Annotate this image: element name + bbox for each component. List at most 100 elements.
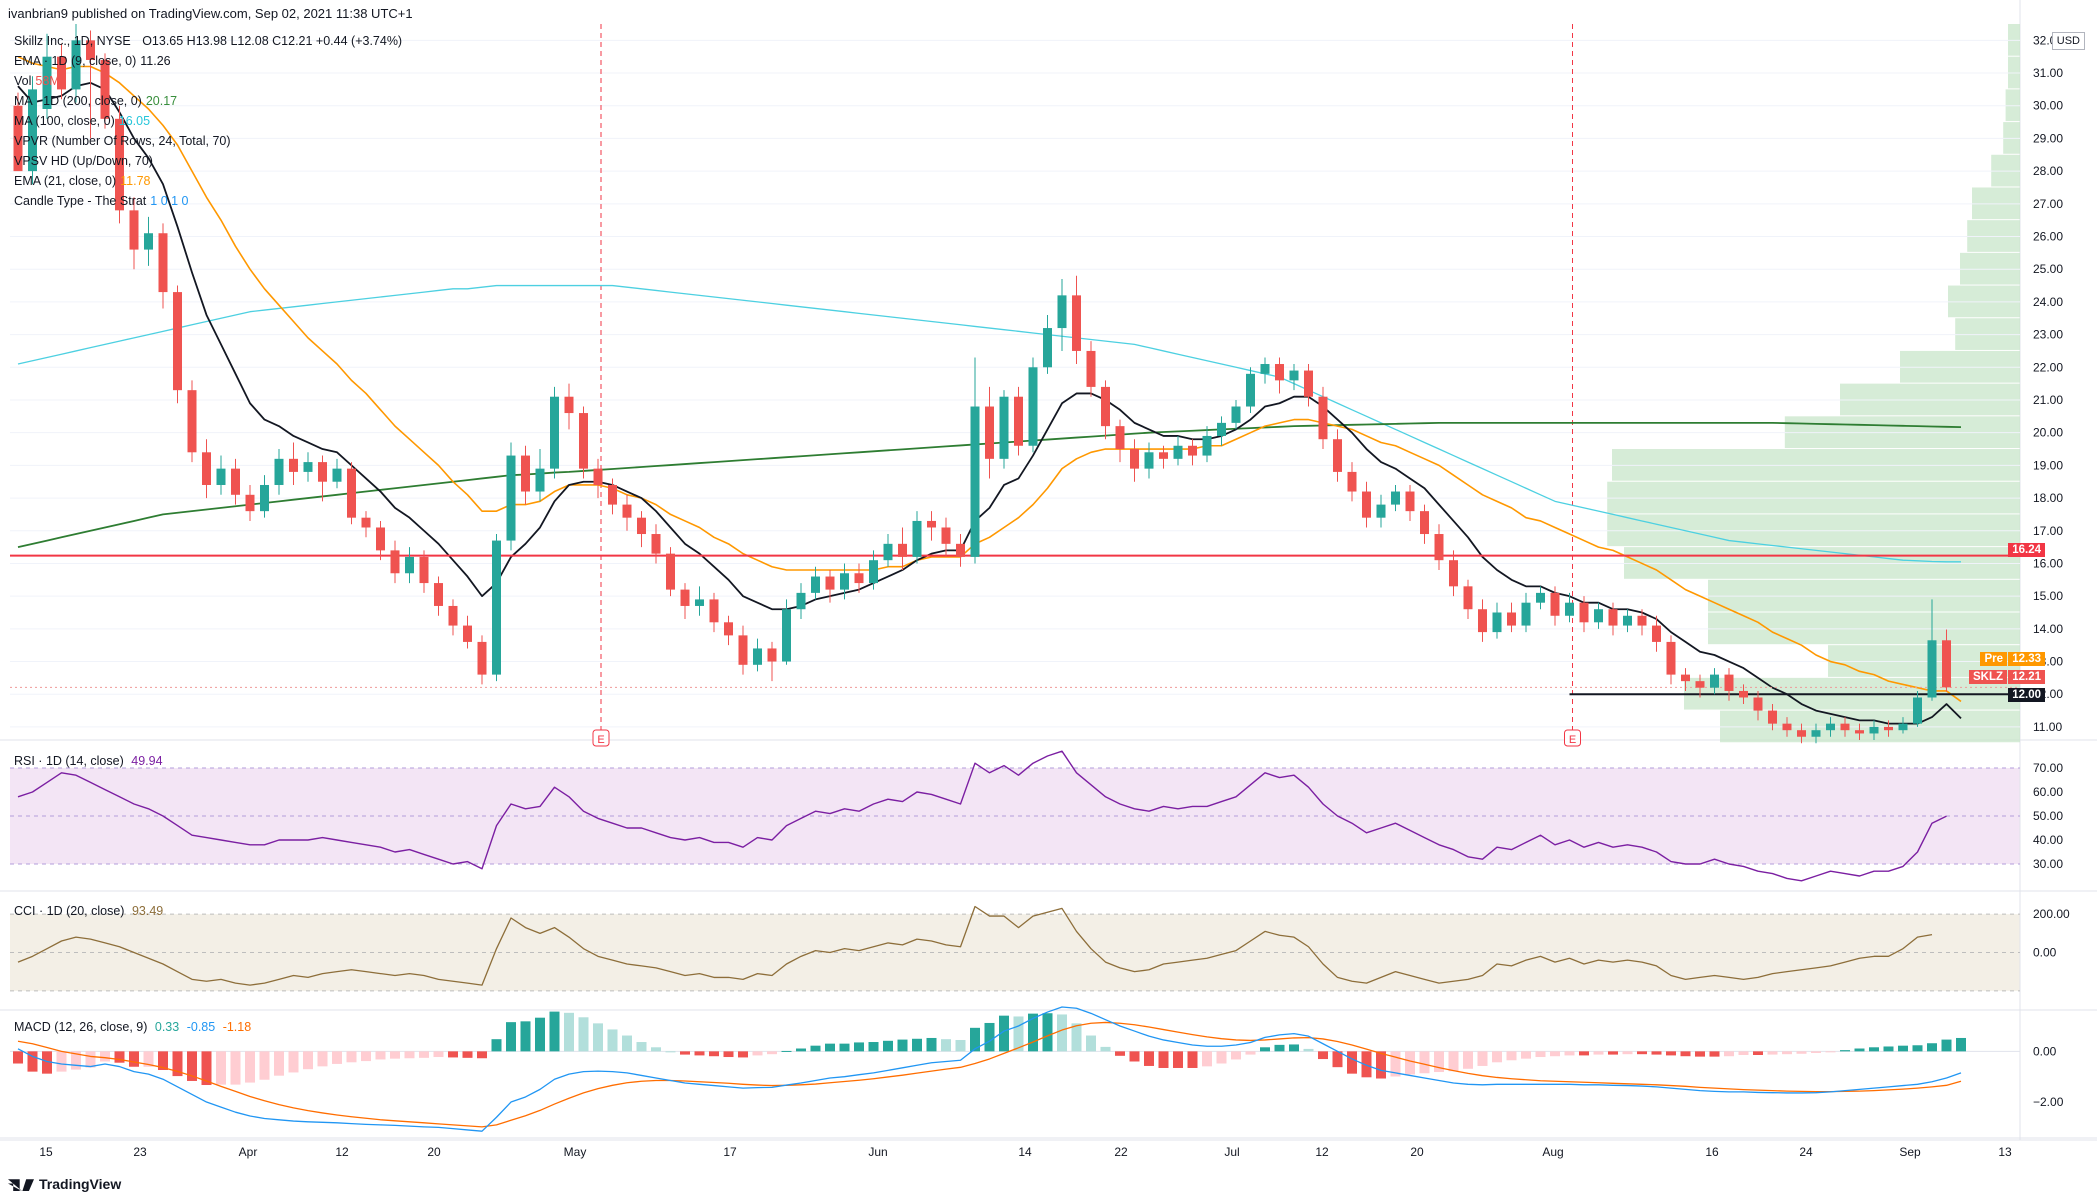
price-axis-label: 25.00 <box>2033 262 2063 276</box>
rsi-label: RSI · 1D (14, close) <box>14 754 124 768</box>
price-axis-label: 28.00 <box>2033 164 2063 178</box>
macd-histogram-bar <box>274 1051 284 1076</box>
candle-body <box>1231 406 1241 423</box>
macd-histogram-bar <box>1912 1045 1923 1052</box>
legend-item[interactable]: MA · 1D (200, close, 0) 20.17 <box>14 94 177 108</box>
price-axis-label: 16.00 <box>2033 556 2063 570</box>
macd-histogram-bar <box>216 1051 226 1085</box>
support-price-tag: 12.00 <box>2008 688 2045 702</box>
cci-axis-label: 200.00 <box>2033 907 2070 921</box>
macd-histogram-bar <box>1579 1051 1589 1056</box>
macd-line <box>17 1006 1962 1132</box>
candle-body <box>883 543 893 561</box>
candlesticks[interactable] <box>13 24 1952 744</box>
macd-legend[interactable]: MACD (12, 26, close, 9) 0.33 -0.85 -1.18 <box>14 1020 251 1034</box>
time-axis-label: 14 <box>1018 1145 1032 1159</box>
legend-item-value: 11.78 <box>120 174 151 188</box>
candle-body <box>13 105 23 172</box>
macd-histogram-bar <box>1376 1051 1386 1079</box>
candle-body <box>231 468 240 495</box>
rsi-legend[interactable]: RSI · 1D (14, close) 49.94 <box>14 754 163 768</box>
macd-histogram-bar <box>404 1051 415 1059</box>
candle-body <box>666 553 675 590</box>
time-axis-label: 23 <box>133 1145 147 1159</box>
vpvr-row <box>1607 481 2020 514</box>
price-axis-label: 21.00 <box>2033 393 2063 407</box>
candle-body <box>1652 625 1661 642</box>
macd-histogram-bar <box>1158 1051 1169 1068</box>
rsi-axis-label: 60.00 <box>2033 785 2063 799</box>
candle-body <box>579 413 588 469</box>
legend-item[interactable]: Candle Type - The Strat 1 0 1 0 <box>14 194 189 208</box>
candle-body <box>1768 710 1777 724</box>
macd-histogram-bar <box>1637 1051 1647 1055</box>
macd-histogram-bar <box>839 1043 850 1052</box>
macd-histogram-bar <box>926 1037 937 1052</box>
candle-body <box>1927 640 1937 698</box>
candle-body <box>1086 350 1096 387</box>
macd-histogram-bar <box>158 1051 168 1071</box>
candle-body <box>1797 730 1806 737</box>
macd-histogram-bar <box>955 1039 966 1052</box>
candle-body <box>216 468 226 485</box>
macd-histogram-bar <box>361 1051 371 1062</box>
candle-body <box>912 520 922 557</box>
time-axis-label: 15 <box>39 1145 53 1159</box>
candle-body <box>405 556 414 574</box>
price-axis-label: 24.00 <box>2033 295 2063 309</box>
legend-item[interactable]: VPVR (Number Of Rows, 24, Total, 70) <box>14 134 235 148</box>
earnings-badge-label: E <box>1569 734 1576 746</box>
currency-badge[interactable]: USD <box>2051 32 2085 50</box>
legend-item[interactable]: Vol 58M <box>14 74 60 88</box>
time-axis-label: Apr <box>239 1145 258 1159</box>
macd-axis-label: 0.00 <box>2033 1044 2057 1058</box>
candle-body <box>1434 534 1444 561</box>
legend-item[interactable]: EMA (21, close, 0) 11.78 <box>14 174 150 188</box>
macd-histogram-bar <box>738 1051 748 1058</box>
macd-signal-value: -1.18 <box>222 1020 252 1034</box>
candle-body <box>1869 726 1879 734</box>
candle-body <box>158 233 168 293</box>
candle-body <box>1333 439 1342 472</box>
cci-band <box>10 914 2020 991</box>
macd-histogram-bar <box>941 1039 951 1052</box>
macd-histogram-bar <box>1666 1051 1676 1056</box>
legend-item-value: 20.17 <box>145 94 178 108</box>
legend-item-value: 16.05 <box>118 114 151 128</box>
legend-item[interactable]: MA (100, close, 0) 16.05 <box>14 114 150 128</box>
macd-histogram-bar <box>1173 1051 1183 1068</box>
macd-histogram-bar <box>810 1045 821 1052</box>
macd-histogram-bar <box>201 1051 212 1086</box>
candle-body <box>1420 511 1429 535</box>
candle-body <box>506 455 516 541</box>
legend-item[interactable]: VPSV HD (Up/Down, 70) <box>14 154 157 168</box>
symbol-line[interactable]: Skillz Inc., 1D, NYSE O13.65 H13.98 L12.… <box>14 34 402 48</box>
tradingview-logo[interactable]: TradingView <box>8 1176 121 1192</box>
candle-body <box>695 599 704 606</box>
price-axis-label: 15.00 <box>2033 589 2063 603</box>
legend-item[interactable]: EMA · 1D (9, close, 0) 11.26 <box>14 54 171 68</box>
macd-histogram-bar <box>1956 1037 1966 1052</box>
candle-body <box>1623 615 1632 626</box>
macd-histogram-bar <box>390 1051 400 1059</box>
candle-body <box>376 527 385 551</box>
macd-label: MACD (12, 26, close, 9) <box>14 1020 148 1034</box>
candle-body <box>825 576 835 590</box>
macd-histogram-bar <box>13 1051 23 1064</box>
candle-body <box>187 390 197 453</box>
price-axis-label: 31.00 <box>2033 66 2063 80</box>
legend-item-label: MA (100, close, 0) <box>14 114 115 128</box>
price-axis-label: 22.00 <box>2033 360 2063 374</box>
candle-body <box>550 396 559 469</box>
candle-body <box>1666 641 1676 675</box>
candle-body <box>144 233 153 250</box>
macd-histogram-bar <box>1521 1051 1531 1059</box>
macd-histogram-bar <box>752 1051 763 1056</box>
cci-legend[interactable]: CCI · 1D (20, close) 93.49 <box>14 904 163 918</box>
price-axis-label: 23.00 <box>2033 328 2063 342</box>
price-axis-label: 14.00 <box>2033 622 2063 636</box>
legend-item-value: 11.26 <box>140 54 171 68</box>
macd-histogram-bar <box>781 1050 792 1052</box>
